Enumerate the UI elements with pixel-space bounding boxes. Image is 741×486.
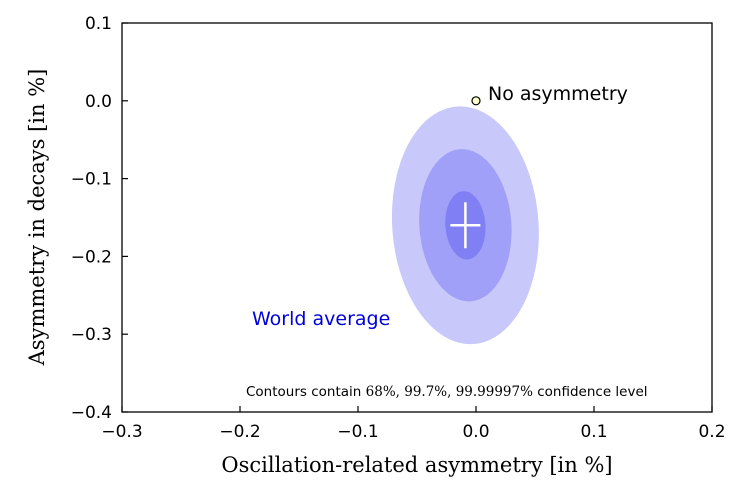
x-tick-label: 0.2 [698,422,725,442]
y-tick-label: 0.0 [85,92,112,112]
x-axis-label: Oscillation-related asymmetry [in %] [221,453,612,477]
y-axis-label: Asymmetry in decays [in %] [25,69,49,367]
note-levels: 68%, 99.7%, 99.99997% [366,384,533,400]
note-prefix: Contours contain [246,384,366,400]
y-tick-label: −0.4 [71,403,112,423]
world-average-cross [450,202,481,249]
y-axis: 0.1 0.0 −0.1 −0.2 −0.3 −0.4 [71,14,128,423]
no-asymmetry-point [471,96,481,106]
x-tick-label: 0.0 [462,422,489,442]
x-tick-label: 0.1 [580,422,607,442]
y-tick-label: 0.1 [85,14,112,34]
x-axis: −0.3 −0.2 −0.1 0.0 0.1 0.2 [101,406,726,442]
confidence-note: Contours contain 68%, 99.7%, 99.99997% c… [246,384,648,400]
no-asymmetry-label: No asymmetry [488,83,628,105]
x-tick-label: −0.1 [337,422,378,442]
y-tick-label: −0.1 [71,170,112,190]
note-suffix: confidence level [533,384,648,400]
x-tick-label: −0.3 [101,422,142,442]
world-average-label: World average [252,308,390,330]
y-tick-label: −0.2 [71,247,112,267]
x-tick-label: −0.2 [219,422,260,442]
y-tick-label: −0.3 [71,325,112,345]
plot-frame [121,22,713,413]
